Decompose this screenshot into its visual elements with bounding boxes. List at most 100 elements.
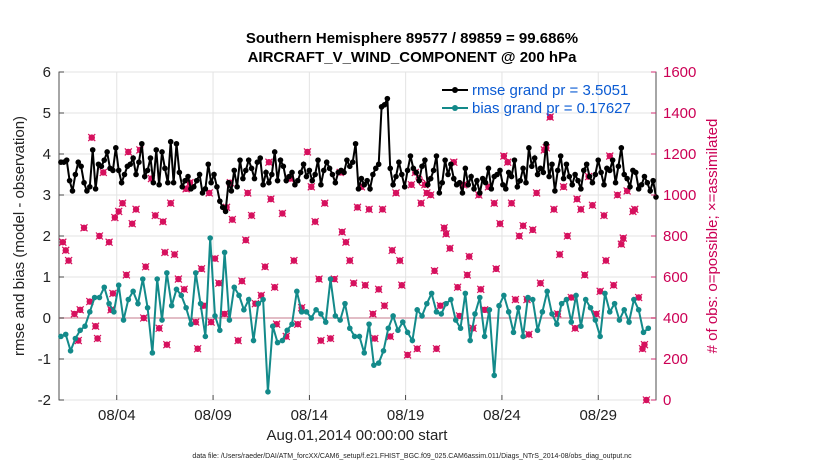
- rmse-point: [170, 179, 177, 186]
- obs-assimilated-cross: [114, 207, 123, 216]
- rmse-point: [589, 179, 596, 186]
- obs-assimilated-cross: [619, 234, 628, 242]
- rmse-point: [641, 173, 648, 180]
- bias-point: [91, 294, 98, 301]
- obs-assimilated-cross: [132, 205, 140, 214]
- bias-point: [212, 313, 218, 319]
- rmse-point: [63, 157, 70, 163]
- obs-assimilated-cross: [600, 211, 608, 220]
- bias-point: [245, 296, 252, 303]
- rmse-point: [289, 169, 295, 176]
- y-tick-label: 0: [43, 310, 51, 327]
- rmse-point: [618, 145, 625, 151]
- rmse-point: [214, 184, 220, 190]
- bias-point: [433, 309, 440, 315]
- bias-point: [197, 300, 204, 307]
- rmse-point: [139, 140, 145, 147]
- rmse-point: [81, 179, 87, 186]
- bias-point: [125, 296, 132, 303]
- rmse-point: [274, 177, 281, 184]
- rmse-point: [456, 179, 463, 186]
- rmse-point: [173, 140, 180, 147]
- rmse-point: [370, 171, 376, 178]
- obs-assimilated-cross: [528, 225, 537, 234]
- rmse-point: [375, 161, 382, 168]
- obs-assimilated-cross: [174, 275, 183, 283]
- rmse-point: [283, 177, 290, 184]
- obs-assimilated-cross: [580, 271, 589, 279]
- rmse-point: [318, 181, 324, 188]
- bias-point: [573, 292, 579, 299]
- obs-assimilated-cross: [617, 240, 626, 249]
- obs-assimilated-cross: [241, 236, 250, 245]
- rmse-point: [257, 155, 264, 161]
- x-tick-label: 08/04: [98, 407, 136, 424]
- obs-assimilated-cross: [550, 205, 558, 214]
- bias-point: [101, 284, 108, 291]
- bias-point: [539, 309, 546, 315]
- rmse-point: [638, 181, 645, 188]
- x-tick-label: 08/19: [387, 407, 425, 424]
- bias-point: [631, 296, 637, 303]
- y-right-tick-label: 400: [663, 310, 688, 327]
- obs-assimilated-cross: [228, 215, 237, 224]
- obs-assimilated-cross: [613, 191, 622, 199]
- obs-assimilated-cross: [180, 285, 189, 294]
- x-tick-label: 08/14: [291, 407, 329, 424]
- bias-point: [279, 337, 286, 344]
- obs-assimilated-cross: [532, 189, 541, 197]
- rmse-point: [384, 95, 391, 102]
- obs-assimilated-cross: [407, 180, 416, 189]
- y-tick-label: 6: [43, 64, 51, 81]
- obs-assimilated-cross: [211, 254, 219, 263]
- rmse-point: [84, 188, 90, 194]
- obs-assimilated-cross: [87, 133, 96, 142]
- bias-point: [645, 325, 652, 332]
- bias-point: [395, 327, 401, 334]
- rmse-point: [575, 177, 581, 184]
- rmse-point: [352, 140, 359, 147]
- obs-assimilated-cross: [151, 211, 160, 220]
- obs-assimilated-cross: [105, 238, 113, 247]
- bias-point: [351, 333, 358, 340]
- obs-assimilated-cross: [442, 230, 451, 238]
- rmse-point: [404, 167, 411, 174]
- bias-point: [635, 307, 642, 313]
- obs-assimilated-cross: [338, 227, 347, 236]
- rmse-point: [271, 149, 278, 155]
- rmse-point: [222, 208, 229, 215]
- rmse-point: [280, 163, 287, 170]
- obs-assimilated-cross: [370, 334, 379, 343]
- bias-point: [356, 333, 363, 340]
- obs-assimilated-cross: [345, 256, 354, 265]
- rmse-point: [364, 177, 370, 184]
- obs-assimilated-cross: [609, 281, 618, 290]
- obs-assimilated-cross: [320, 199, 329, 208]
- rmse-point: [387, 165, 394, 172]
- bias-point: [139, 276, 146, 282]
- bias-point: [626, 319, 632, 325]
- bias-point: [77, 327, 83, 334]
- obs-assimilated-cross: [403, 350, 412, 359]
- bias-point: [472, 311, 478, 317]
- rmse-point: [349, 159, 356, 165]
- obs-assimilated-cross: [243, 189, 252, 197]
- bias-point: [303, 309, 310, 315]
- bias-point: [168, 302, 175, 309]
- x-tick-label: 08/09: [194, 407, 232, 424]
- bias-point: [250, 337, 257, 344]
- obs-assimilated-cross: [122, 271, 131, 279]
- rmse-point: [130, 155, 136, 161]
- bias-point: [424, 300, 430, 307]
- rmse-point: [89, 147, 96, 153]
- rmse-point: [534, 171, 541, 178]
- chart-title-line1: Southern Hemisphere 89577 / 89859 = 99.6…: [246, 30, 578, 47]
- rmse-point: [635, 186, 642, 192]
- bias-point: [491, 372, 498, 379]
- obs-assimilated-cross: [602, 256, 610, 265]
- rmse-point: [422, 157, 428, 163]
- bias-point: [346, 325, 353, 332]
- obs-assimilated-cross: [311, 217, 320, 226]
- rmse-point: [315, 157, 321, 163]
- bias-point: [558, 300, 565, 307]
